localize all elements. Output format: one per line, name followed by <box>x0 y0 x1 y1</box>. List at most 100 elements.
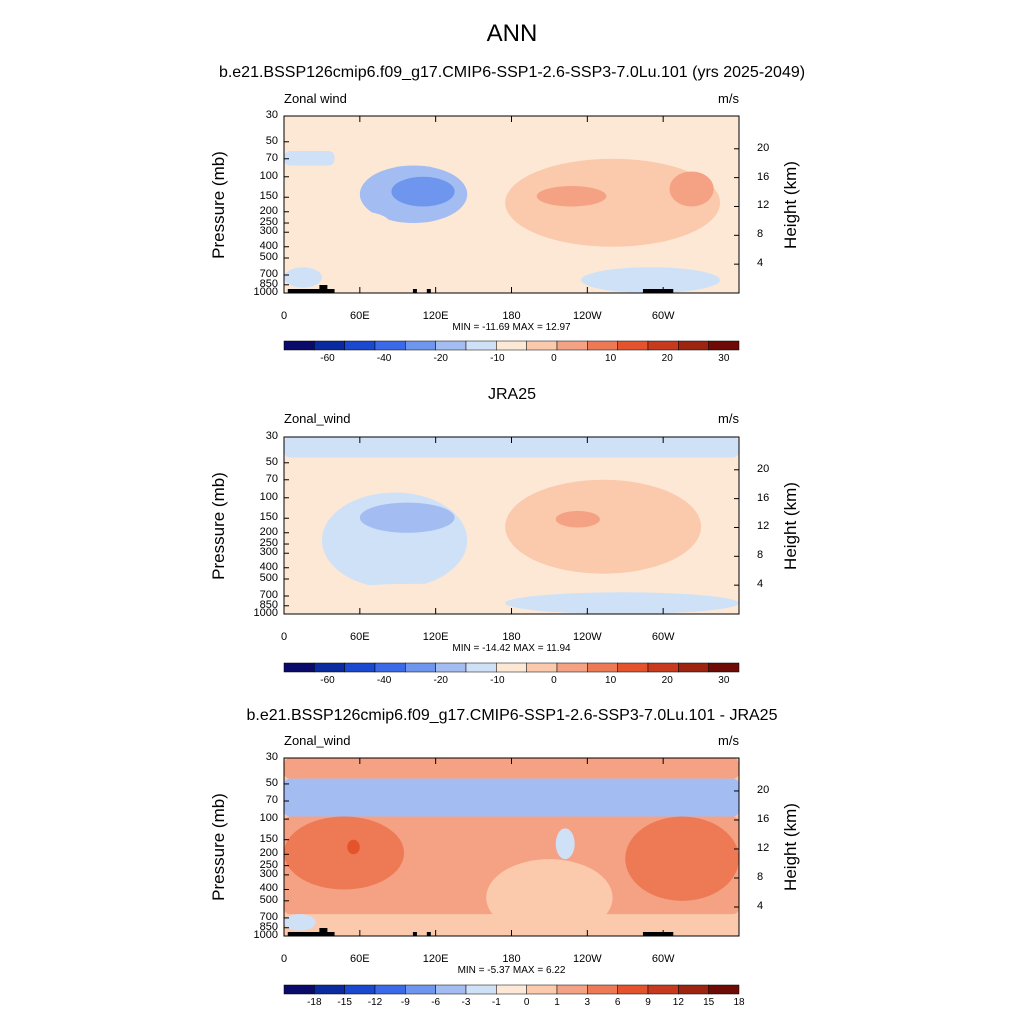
min-max-text: MIN = -11.69 MAX = 12.97 <box>452 322 571 333</box>
y-tick-label: 250 <box>259 216 278 229</box>
colorbar-swatch <box>647 340 679 351</box>
colorbar-label: -18 <box>307 997 322 1008</box>
y-tick-label: 1000 <box>253 286 278 298</box>
topography-mask <box>319 285 328 293</box>
y-tick-label: 70 <box>265 794 278 806</box>
contour-westerly-core <box>536 185 607 207</box>
contour-negative-band <box>284 778 739 817</box>
contour-westerly-low <box>321 583 506 609</box>
colorbar-swatch <box>496 984 527 995</box>
y-tick-label: 70 <box>265 151 278 164</box>
colorbar-label: -10 <box>490 675 505 686</box>
colorbar-swatch <box>496 662 527 673</box>
y-tick-label: 300 <box>259 225 278 238</box>
x-tick-label: 120E <box>422 631 449 643</box>
height-tick-label: 8 <box>757 228 764 241</box>
y-tick-label: 50 <box>265 776 278 789</box>
x-tick-label: 120W <box>572 310 602 322</box>
colorbar-swatch <box>678 984 709 995</box>
x-tick-label: 120W <box>572 631 602 643</box>
topography-mask <box>642 932 674 936</box>
colorbar-label: -12 <box>367 997 383 1008</box>
panel-title: b.e21.BSSP126cmip6.f09_g17.CMIP6-SSP1-2.… <box>218 64 806 81</box>
colorbar-swatch <box>344 340 376 351</box>
colorbar-swatch <box>465 340 497 351</box>
x-tick-label: 0 <box>280 953 288 965</box>
colorbar-swatch <box>708 984 740 995</box>
topography-mask <box>412 289 417 293</box>
y-tick-label: 250 <box>259 858 278 871</box>
colorbar-swatch <box>405 662 436 673</box>
colorbar-label: 20 <box>661 675 673 686</box>
panel-3 <box>283 757 740 937</box>
y-axis-title: Pressure (mb) <box>209 150 228 259</box>
y-tick-label: 50 <box>265 134 278 147</box>
colorbar-label: -40 <box>376 675 392 686</box>
y-tick-label: 400 <box>259 882 278 895</box>
colorbar-label: -10 <box>490 353 505 364</box>
height-tick-label: 20 <box>757 783 770 796</box>
y-tick-label: 70 <box>265 472 278 485</box>
x-tick-label: 180 <box>502 953 521 965</box>
colorbar-swatch <box>435 984 467 995</box>
colorbar-label: 6 <box>614 997 621 1008</box>
contour-easterly-surface <box>581 267 721 293</box>
y-tick-label: 850 <box>259 277 278 290</box>
colorbar-label: -60 <box>320 353 335 364</box>
contour-negative-surface <box>284 914 316 931</box>
contour-easterly-core <box>359 502 455 533</box>
colorbar-label: 10 <box>605 353 617 364</box>
figure-title: ANN <box>486 20 538 47</box>
y-tick-label: 1000 <box>253 929 278 941</box>
y-tick-label: 100 <box>259 169 278 182</box>
colorbar-swatch <box>617 340 649 351</box>
colorbar-swatch <box>405 984 436 995</box>
colorbar-swatch <box>678 340 709 351</box>
contour-positive-region <box>625 816 739 901</box>
variable-label: Zonal_wind <box>284 733 351 748</box>
y-tick-label: 100 <box>259 490 278 503</box>
colorbar-swatch <box>283 662 315 673</box>
panel-title: b.e21.BSSP126cmip6.f09_g17.CMIP6-SSP1-2.… <box>246 707 778 724</box>
panel-1 <box>283 115 740 294</box>
y-tick-label: 850 <box>259 598 278 611</box>
colorbar-swatch <box>374 662 406 673</box>
colorbar-swatch <box>283 340 315 351</box>
colorbar-swatch <box>526 662 558 673</box>
height-tick-label: 16 <box>757 812 770 825</box>
colorbar-swatch <box>374 984 406 995</box>
contour-positive-core <box>347 839 360 855</box>
variable-label: Zonal_wind <box>284 411 351 426</box>
height-tick-label: 12 <box>757 520 770 533</box>
y-axis-title-right: Height (km) <box>781 481 800 570</box>
colorbar-swatch <box>314 984 345 995</box>
colorbar-swatch <box>556 662 588 673</box>
panel-2 <box>283 436 740 615</box>
y-tick-label: 150 <box>259 511 278 524</box>
colorbar-swatch <box>526 340 558 351</box>
y-tick-label: 1000 <box>253 607 278 619</box>
contour-easterly-surface <box>505 592 739 614</box>
height-tick-label: 16 <box>757 491 770 504</box>
colorbar-swatch <box>587 340 618 351</box>
x-tick-label: 60W <box>651 631 675 643</box>
height-tick-label: 16 <box>757 170 770 183</box>
contour-easterly-band <box>284 150 335 166</box>
panel-title: JRA25 <box>487 386 537 403</box>
units-label: m/s <box>718 733 739 748</box>
y-tick-label: 50 <box>265 455 278 468</box>
contour-westerly-low <box>334 211 392 241</box>
x-tick-label: 60E <box>350 631 370 643</box>
x-tick-label: 0 <box>280 310 288 322</box>
colorbar-swatch <box>526 984 558 995</box>
y-tick-label: 300 <box>259 546 278 559</box>
colorbar-label: 0 <box>551 353 557 364</box>
y-axis-title: Pressure (mb) <box>209 793 228 901</box>
colorbar-label: 30 <box>718 675 730 686</box>
colorbar-label: 1 <box>554 997 560 1008</box>
colorbar-swatch <box>435 662 467 673</box>
y-tick-label: 700 <box>259 910 278 923</box>
units-label: m/s <box>718 411 739 426</box>
